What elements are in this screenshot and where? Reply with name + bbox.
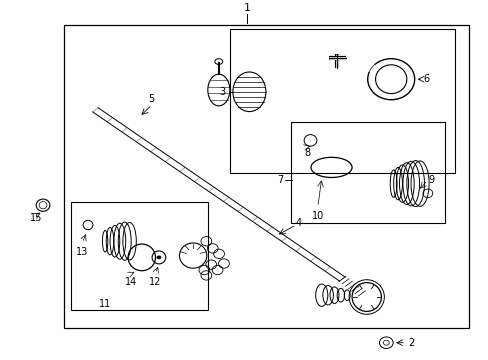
Text: 9: 9 — [427, 175, 434, 185]
Text: 7: 7 — [277, 175, 283, 185]
Text: 2: 2 — [407, 338, 414, 348]
Text: 13: 13 — [76, 247, 88, 257]
Text: 12: 12 — [149, 277, 162, 287]
Ellipse shape — [157, 256, 161, 259]
Text: 3: 3 — [219, 87, 225, 97]
Text: 1: 1 — [243, 3, 250, 13]
Text: 14: 14 — [124, 277, 137, 287]
Text: 4: 4 — [295, 218, 302, 228]
Bar — [229, 29, 454, 173]
Text: 11: 11 — [99, 299, 111, 309]
Text: 15: 15 — [30, 213, 42, 223]
Bar — [290, 122, 444, 223]
Text: 5: 5 — [148, 94, 154, 104]
Bar — [63, 25, 468, 328]
Bar — [71, 202, 207, 310]
Text: 10: 10 — [311, 211, 324, 221]
Text: 6: 6 — [422, 74, 428, 84]
Text: 8: 8 — [304, 148, 309, 158]
